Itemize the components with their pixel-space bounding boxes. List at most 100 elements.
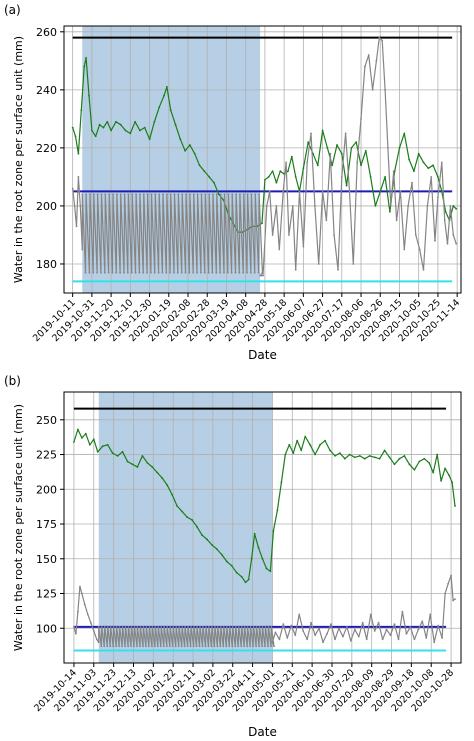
series-green-point bbox=[215, 548, 218, 550]
series-gray-point bbox=[271, 641, 274, 644]
series-green-point bbox=[363, 457, 366, 460]
series-gray-point bbox=[246, 271, 248, 274]
series-green-point bbox=[340, 152, 343, 155]
series-gray-point bbox=[340, 176, 343, 178]
series-green-point bbox=[166, 86, 168, 88]
series-gray-point bbox=[325, 219, 328, 222]
series-gray-point bbox=[356, 161, 359, 164]
series-gray-point bbox=[286, 637, 289, 639]
series-green-point bbox=[334, 455, 336, 457]
series-gray-point bbox=[443, 219, 446, 222]
series-green-point bbox=[369, 176, 372, 178]
series-gray-point bbox=[146, 271, 149, 274]
series-green-point bbox=[106, 120, 109, 123]
series-gray-point bbox=[188, 271, 191, 274]
series-gray-point bbox=[184, 626, 187, 628]
series-gray-point bbox=[234, 271, 237, 274]
series-green-point bbox=[111, 452, 114, 454]
series-green-point bbox=[358, 455, 361, 457]
series-green-point bbox=[408, 463, 411, 466]
series-gray-point bbox=[200, 271, 202, 274]
series-gray-point bbox=[187, 626, 190, 628]
series-gray-point bbox=[249, 626, 252, 628]
series-gray-point bbox=[446, 242, 449, 245]
series-gray-point bbox=[294, 268, 297, 271]
series-green-point bbox=[294, 176, 297, 178]
series-green-point bbox=[96, 450, 99, 453]
series-gray-point bbox=[364, 65, 366, 68]
series-gray-point bbox=[225, 626, 228, 628]
y-tick-label: 200 bbox=[36, 200, 57, 213]
series-gray-point bbox=[162, 645, 165, 648]
series-gray-point bbox=[204, 193, 207, 196]
series-gray-point bbox=[126, 271, 129, 274]
series-gray-point bbox=[112, 645, 115, 648]
series-gray-point bbox=[100, 193, 103, 196]
series-gray-point bbox=[71, 187, 74, 190]
axes-frame bbox=[63, 25, 462, 294]
series-green-point bbox=[85, 57, 87, 59]
series-gray-point bbox=[190, 626, 192, 628]
series-green-point bbox=[186, 516, 189, 518]
series-gray-point bbox=[127, 193, 130, 196]
series-green-point bbox=[247, 578, 250, 581]
series-gray-point bbox=[414, 234, 417, 236]
series-gray-point bbox=[81, 248, 84, 251]
series-gray-point bbox=[118, 626, 121, 628]
series-gray-point bbox=[246, 193, 249, 196]
series-gray-point bbox=[268, 190, 271, 193]
series-gray-point bbox=[373, 630, 376, 632]
series-green-point bbox=[101, 445, 104, 448]
series-gray-point bbox=[222, 645, 225, 648]
series-gray-point bbox=[231, 645, 234, 648]
series-gray-point bbox=[261, 626, 264, 628]
series-gray-point bbox=[230, 271, 233, 274]
series-gray-point bbox=[165, 645, 168, 648]
series-gray-point bbox=[258, 645, 260, 648]
series-gray-point bbox=[329, 152, 332, 155]
panel-label: (a) bbox=[4, 3, 21, 17]
series-gray-point bbox=[85, 193, 87, 196]
series-green-point bbox=[378, 457, 381, 460]
series-gray-point bbox=[89, 193, 91, 196]
series-green-point bbox=[184, 149, 187, 152]
series-green-point bbox=[418, 460, 421, 463]
y-tick-label: 240 bbox=[36, 84, 57, 97]
series-gray-point bbox=[306, 161, 309, 164]
series-gray-point bbox=[302, 630, 305, 632]
series-gray-point bbox=[199, 626, 201, 628]
series-gray-point bbox=[127, 645, 129, 648]
series-green-point bbox=[454, 505, 456, 507]
series-gray-point bbox=[252, 626, 255, 628]
series-gray-point bbox=[298, 613, 301, 616]
series-green-point bbox=[151, 466, 154, 468]
series-green-point bbox=[423, 457, 426, 460]
series-gray-point bbox=[173, 271, 175, 274]
series-gray-point bbox=[270, 626, 273, 628]
series-green-point bbox=[444, 210, 447, 213]
series-green-point bbox=[77, 428, 79, 431]
series-green-point bbox=[436, 453, 439, 456]
series-green-point bbox=[81, 437, 83, 439]
series-gray-point bbox=[449, 205, 452, 207]
series-green-point bbox=[74, 135, 77, 138]
series-green-point bbox=[121, 450, 124, 453]
series-green-point bbox=[230, 564, 233, 567]
series-green-point bbox=[171, 493, 174, 496]
series-gray-point bbox=[183, 645, 186, 648]
series-gray-point bbox=[207, 271, 210, 274]
series-green-point bbox=[139, 129, 141, 132]
series-gray-point bbox=[344, 132, 347, 135]
y-tick-label: 225 bbox=[36, 449, 57, 462]
series-gray-point bbox=[119, 271, 121, 274]
series-gray-point bbox=[259, 274, 261, 277]
series-gray-point bbox=[447, 582, 449, 585]
series-gray-point bbox=[455, 242, 458, 245]
series-gray-point bbox=[121, 626, 124, 628]
series-green-point bbox=[196, 525, 198, 528]
series-gray-point bbox=[294, 634, 297, 637]
series-gray-point bbox=[314, 205, 316, 207]
series-green-point bbox=[176, 505, 179, 507]
series-gray-point bbox=[255, 645, 257, 648]
series-gray-point bbox=[403, 248, 406, 251]
